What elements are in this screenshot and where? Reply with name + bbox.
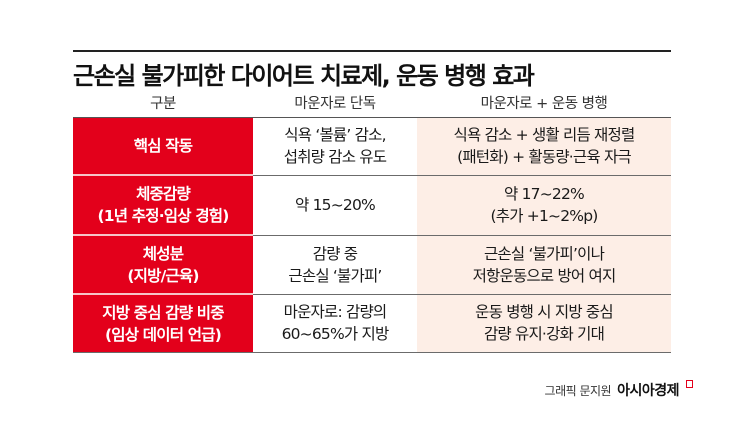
credit-line: 그래픽 문지원 아시아경제 xyxy=(545,380,693,400)
solo-cell: 식욕 ‘볼륨’ 감소, 섭취량 감소 유도 xyxy=(253,118,417,176)
solo-cell: 감량 중 근손실 ‘불가피’ xyxy=(253,235,417,295)
row-label-line: 체성분 xyxy=(142,244,184,263)
row-label: 체성분 (지방/근육) xyxy=(73,235,253,295)
combo-cell: 약 17~22% (추가 +1~2%p) xyxy=(417,175,671,236)
row-label: 지방 중심 감량 비중 (임상 데이터 언급) xyxy=(73,294,253,353)
row-label-line: (지방/근육) xyxy=(127,266,199,285)
cell-line: 약 15~20% xyxy=(295,196,376,214)
infographic-title: 근손실 불가피한 다이어트 치료제, 운동 병행 효과 xyxy=(73,62,535,90)
row-label-line: 지방 중심 감량 비중 xyxy=(102,303,224,322)
cell-line: 60~65%가 지방 xyxy=(281,325,390,344)
row-label-line: (1년 추정·임상 경험) xyxy=(97,207,229,225)
cell-line: 마운자로: 감량의 xyxy=(283,303,388,322)
combo-cell: 운동 병행 시 지방 중심 감량 유지·강화 기대 xyxy=(417,294,671,353)
row-label: 체중감량 (1년 추정·임상 경험) xyxy=(73,175,253,236)
row-label: 핵심 작동 xyxy=(73,118,253,176)
cell-line: 감량 중 xyxy=(312,244,358,263)
row-label-line: 체중감량 xyxy=(136,185,191,203)
cell-line: 섭취량 감소 유도 xyxy=(283,148,387,167)
cell-line: 운동 병행 시 지방 중심 xyxy=(475,303,613,322)
solo-cell: 약 15~20% xyxy=(253,175,417,236)
table-row-body-composition: 체성분 (지방/근육) 감량 중 근손실 ‘불가피’ 근손실 ‘불가피’이나 저… xyxy=(73,235,671,295)
row-label-line: (임상 데이터 언급) xyxy=(105,325,222,344)
column-header-category: 구분 xyxy=(150,96,176,112)
cell-line: 저항운동으로 방어 여지 xyxy=(472,266,617,285)
cell-line: 약 17~22% xyxy=(504,185,585,203)
table-row-weight-loss: 체중감량 (1년 추정·임상 경험) 약 15~20% 약 17~22% (추가… xyxy=(73,175,671,236)
cell-line: 감량 유지·강화 기대 xyxy=(483,325,605,344)
column-header-combo: 마운자로 + 운동 병행 xyxy=(480,96,608,112)
header-divider xyxy=(73,117,671,118)
combo-cell: 근손실 ‘불가피’이나 저항운동으로 방어 여지 xyxy=(417,235,671,295)
cell-line: 근손실 ‘불가피’ xyxy=(288,266,382,285)
comparison-table: 핵심 작동 식욕 ‘볼륨’ 감소, 섭취량 감소 유도 식욕 감소 + 생활 리… xyxy=(73,118,671,353)
brand-logo-text: 아시아경제 xyxy=(617,383,679,399)
row-label-line: 핵심 작동 xyxy=(133,137,193,155)
column-header-solo: 마운자로 단독 xyxy=(294,96,376,112)
graphic-credit: 그래픽 문지원 xyxy=(544,384,612,398)
cell-line: (패턴화) + 활동량·근육 자극 xyxy=(457,148,632,167)
top-rule xyxy=(73,50,671,52)
brand-mark-icon xyxy=(686,380,693,388)
table-row-fat-ratio: 지방 중심 감량 비중 (임상 데이터 언급) 마운자로: 감량의 60~65%… xyxy=(73,294,671,353)
combo-cell: 식욕 감소 + 생활 리듬 재정렬 (패턴화) + 활동량·근육 자극 xyxy=(417,118,671,176)
cell-line: 근손실 ‘불가피’이나 xyxy=(483,244,605,263)
cell-line: 식욕 감소 + 생활 리듬 재정렬 xyxy=(453,126,636,145)
cell-line: 식욕 ‘볼륨’ 감소, xyxy=(284,126,386,145)
cell-line: (추가 +1~2%p) xyxy=(490,207,598,225)
table-row-mechanism: 핵심 작동 식욕 ‘볼륨’ 감소, 섭취량 감소 유도 식욕 감소 + 생활 리… xyxy=(73,118,671,176)
solo-cell: 마운자로: 감량의 60~65%가 지방 xyxy=(253,294,417,353)
